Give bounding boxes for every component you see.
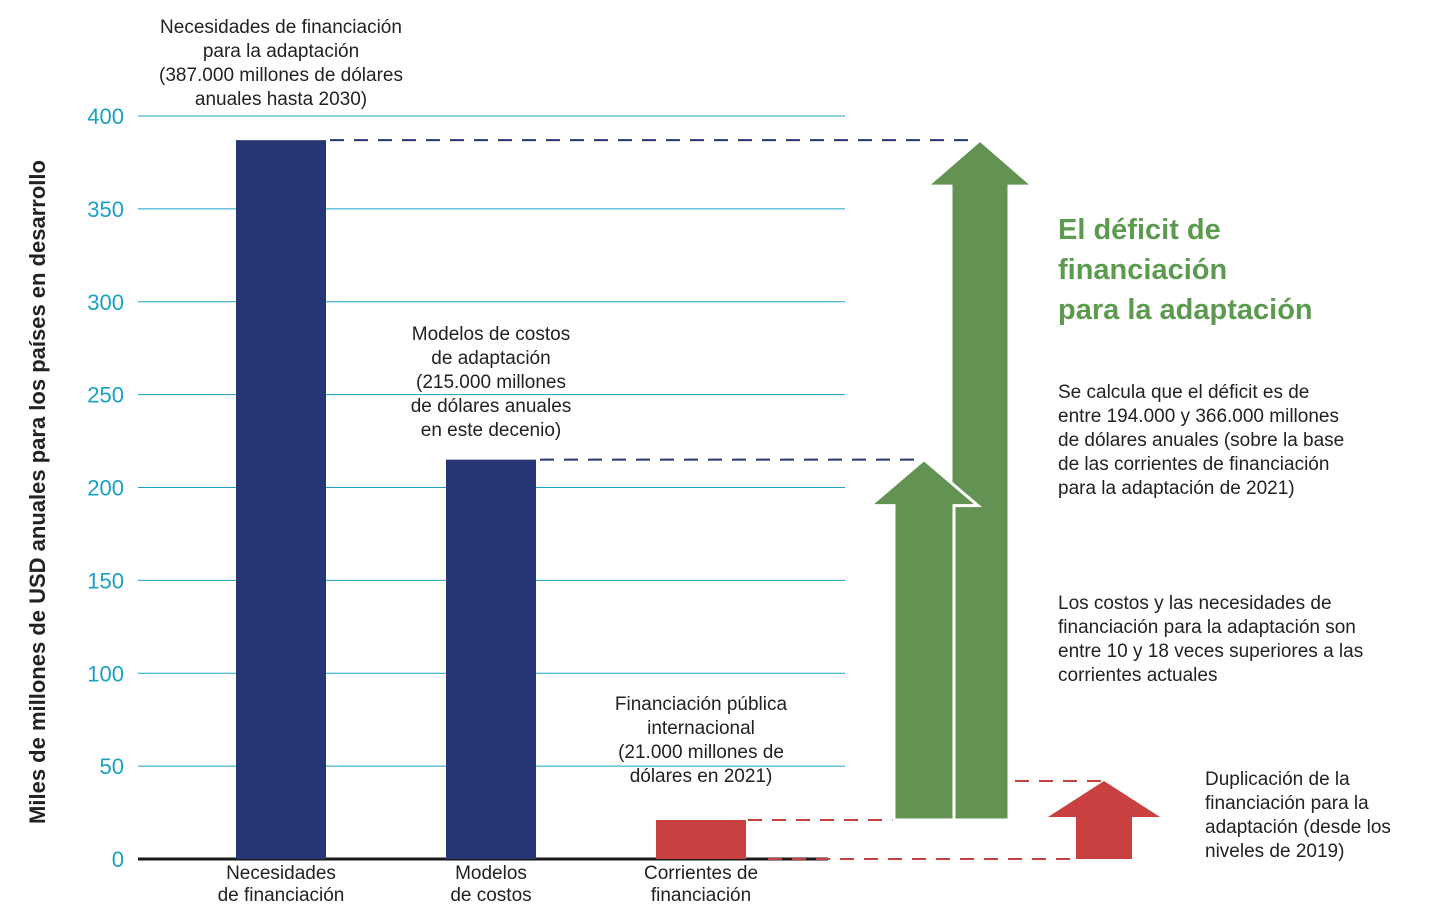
x-category-label: financiación <box>651 885 751 906</box>
x-category-label: Modelos <box>455 863 527 884</box>
bar-3 <box>656 819 746 859</box>
y-tick-label: 350 <box>87 197 124 222</box>
y-tick-label: 100 <box>87 661 124 686</box>
x-category-label: de costos <box>450 885 531 906</box>
bar-2 <box>446 459 536 859</box>
headline-finance-gap: El déficit de financiación para la adapt… <box>1058 214 1313 326</box>
text-cost-ratio: Los costos y las necesidades de financia… <box>1058 593 1364 686</box>
y-axis-title: Miles de millones de USD anuales para lo… <box>25 160 50 824</box>
x-category-label: Corrientes de <box>644 863 758 884</box>
annotation-cost-models: Modelos de costos de adaptación (215.000… <box>410 324 572 441</box>
annotation-adaptation-needs: Necesidades de financiación para la adap… <box>159 17 403 110</box>
doubling-arrow <box>1048 780 1160 859</box>
text-deficit-estimate: Se calcula que el déficit es de entre 19… <box>1058 382 1345 499</box>
y-tick-label: 300 <box>87 290 124 315</box>
y-tick-label: 250 <box>87 383 124 408</box>
annotation-public-finance: Financiación pública internacional (21.0… <box>614 694 788 787</box>
y-tick-label: 400 <box>87 104 124 129</box>
y-tick-label: 50 <box>100 754 124 779</box>
y-tick-label: 200 <box>87 476 124 501</box>
text-doubling-finance: Duplicación de la financiación para la a… <box>1205 769 1391 862</box>
y-tick-label: 150 <box>87 568 124 593</box>
x-category-label: Necesidades <box>226 863 336 884</box>
gap-arrow-costs <box>865 457 983 822</box>
y-tick-label: 0 <box>112 847 124 872</box>
bar-1 <box>236 140 326 859</box>
x-category-label: de financiación <box>218 885 345 906</box>
